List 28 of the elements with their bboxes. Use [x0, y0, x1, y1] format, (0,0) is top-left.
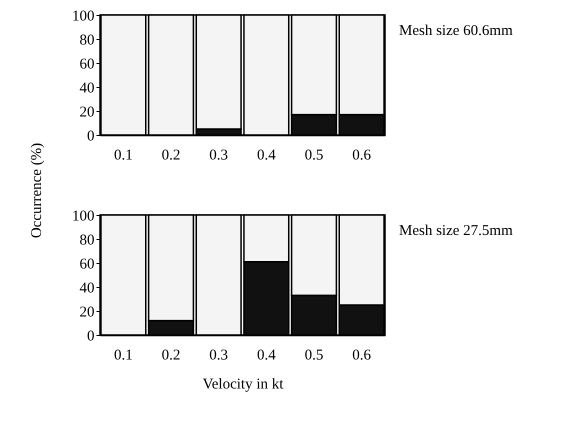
y-axis-title: Occurrence (%)	[29, 142, 45, 238]
text: Mesh size 27.5mm	[399, 223, 514, 239]
x-tick-label: 0.4	[256, 148, 276, 164]
x-tick-label: 0.1	[114, 348, 133, 364]
x-axis-title: Velocity in kt	[202, 376, 284, 392]
x-tick-label: 0.2	[162, 148, 180, 164]
x-tick-label: 0.3	[209, 148, 228, 164]
x-tick-label: 0.2	[162, 348, 180, 364]
x-tick-label: 0.3	[209, 348, 228, 364]
y-tick-label: 40	[80, 80, 94, 96]
x-tick-label: 0.4	[256, 348, 276, 364]
y-tick-label: 100	[72, 208, 94, 224]
y-tick-label: 20	[80, 304, 94, 320]
y-tick-label: 40	[80, 280, 94, 296]
y-tick-label: 60	[80, 256, 94, 272]
x-tick-label: 0.1	[114, 148, 133, 164]
y-tick-label: 60	[80, 56, 94, 72]
y-tick-label: 0	[87, 128, 94, 144]
x-tick-label: 0.6	[352, 148, 372, 164]
y-tick-label: 20	[80, 104, 94, 120]
y-tick-label: 80	[80, 32, 94, 48]
y-tick-label: 100	[72, 8, 94, 24]
x-tick-label: 0.6	[352, 348, 372, 364]
x-tick-label: 0.5	[304, 148, 324, 164]
y-tick-label: 0	[87, 328, 94, 344]
y-tick-label: 80	[80, 232, 94, 248]
text: Mesh size 60.6mm	[399, 23, 514, 39]
x-tick-label: 0.5	[304, 348, 324, 364]
